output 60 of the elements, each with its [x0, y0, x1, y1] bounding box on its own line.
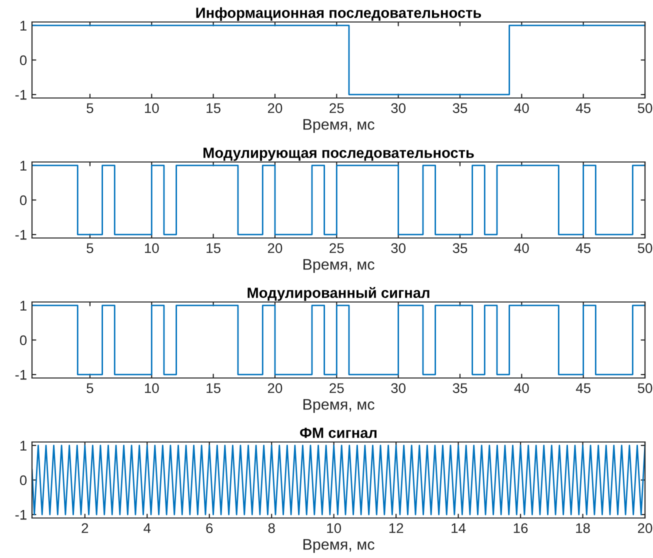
x-tick-label: 20	[268, 243, 282, 254]
x-tick-label: 10	[144, 383, 159, 394]
x-tick-label: 10	[327, 523, 342, 534]
y-tick-label: 0	[20, 475, 27, 486]
x-tick-label: 15	[206, 243, 220, 254]
x-tick-label: 25	[330, 243, 344, 254]
x-tick-label: 2	[82, 523, 88, 533]
y-tick-label: -1	[15, 90, 26, 100]
x-tick-label: 20	[268, 383, 282, 394]
x-tick-label: 8	[268, 523, 275, 534]
x-tick-label: 25	[330, 383, 344, 394]
y-tick-label: 0	[20, 335, 27, 346]
x-axis-title: Время, мс	[303, 539, 374, 553]
x-tick-label: 25	[330, 103, 344, 114]
x-tick-label: 35	[452, 383, 468, 394]
chart-title: Модулирующая последовательность	[204, 148, 474, 161]
x-tick-label: 15	[206, 103, 220, 114]
x-tick-label: 45	[576, 243, 590, 254]
x-tick-label: 15	[206, 383, 220, 394]
y-tick-label: 1	[20, 300, 26, 310]
y-tick-label: -1	[15, 510, 26, 520]
x-tick-label: 30	[391, 383, 406, 394]
x-tick-label: 30	[391, 243, 406, 254]
x-tick-label: 45	[576, 383, 590, 394]
x-tick-label: 14	[452, 523, 466, 533]
chart-title: ФМ сигнал	[300, 428, 376, 438]
x-tick-label: 4	[144, 523, 151, 533]
x-axis-title: Время, мс	[303, 119, 374, 133]
x-tick-label: 45	[576, 103, 590, 114]
x-tick-label: 40	[514, 243, 529, 254]
x-tick-label: 40	[514, 383, 529, 394]
x-axis-title: Время, мс	[303, 399, 374, 413]
x-tick-label: 30	[391, 103, 406, 114]
x-tick-label: 18	[576, 523, 590, 534]
x-tick-label: 50	[638, 383, 652, 394]
x-tick-label: 35	[452, 103, 468, 114]
x-tick-label: 35	[452, 243, 468, 254]
chart-title: Информационная последовательность	[196, 7, 482, 21]
x-tick-label: 10	[144, 243, 159, 254]
y-tick-label: 1	[20, 160, 26, 170]
y-tick-label: 1	[20, 20, 26, 30]
y-tick-label: 1	[20, 440, 26, 450]
x-tick-label: 40	[514, 103, 529, 114]
x-tick-label: 10	[144, 103, 159, 114]
x-tick-label: 20	[638, 523, 652, 534]
x-tick-label: 6	[206, 523, 213, 534]
x-axis-title: Время, мс	[303, 259, 374, 273]
x-tick-label: 50	[638, 103, 652, 114]
x-tick-label: 50	[638, 243, 652, 254]
x-tick-label: 5	[86, 243, 94, 254]
y-tick-label: 0	[20, 55, 27, 66]
x-tick-label: 5	[86, 103, 94, 114]
y-tick-label: 0	[20, 195, 27, 206]
x-tick-label: 5	[86, 383, 94, 394]
x-tick-label: 20	[268, 103, 282, 114]
chart-title: Модулированный сигнал	[248, 286, 430, 301]
y-tick-label: -1	[15, 370, 26, 380]
x-tick-label: 16	[514, 523, 528, 534]
y-tick-label: -1	[15, 230, 26, 240]
x-tick-label: 12	[389, 523, 404, 533]
